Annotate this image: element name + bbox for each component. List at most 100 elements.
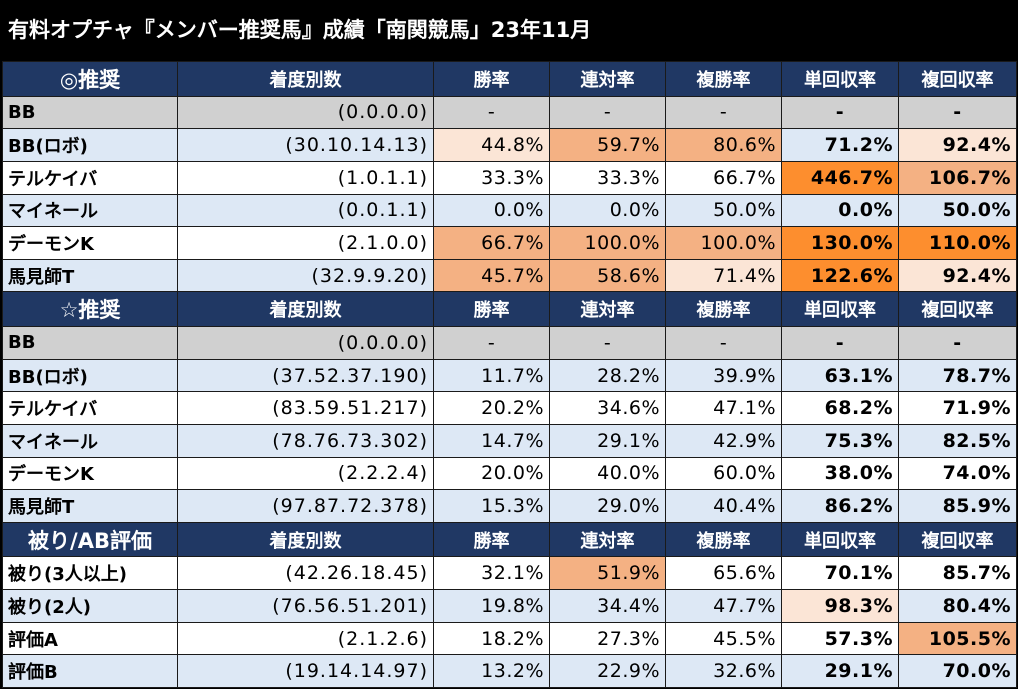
- table-row: デーモンK (2.2.2.4) 20.0% 40.0% 60.0% 38.0% 74.0%: [2, 456, 1017, 491]
- column-header: 複回収率: [898, 61, 1017, 97]
- row-name: 被り(2人): [2, 589, 178, 623]
- row-value: -: [549, 326, 666, 360]
- row-value: -: [549, 95, 666, 130]
- row-value: 65.6%: [665, 556, 782, 591]
- table-row: テルケイバ (83.59.51.217) 20.2% 34.6% 47.1% 68.2% 7…: [2, 391, 1017, 425]
- row-record: (32.9.9.20): [177, 258, 434, 293]
- row-value: 0.0%: [781, 193, 899, 228]
- row-value: 122.6%: [781, 258, 899, 293]
- row-record: (0.0.0.0): [177, 95, 434, 130]
- column-header: 連対率: [549, 291, 666, 328]
- row-value: 60.0%: [665, 456, 782, 491]
- row-record: (37.52.37.190): [177, 358, 434, 393]
- row-value: 59.7%: [549, 128, 666, 162]
- row-value: 14.7%: [433, 423, 550, 458]
- row-value: 105.5%: [898, 621, 1017, 656]
- row-value: 32.1%: [433, 556, 550, 591]
- table-row: 馬見師T (97.87.72.378) 15.3% 29.0% 40.4% 86.2% 85…: [2, 489, 1017, 523]
- row-value: 75.3%: [781, 423, 899, 458]
- row-value: -: [898, 95, 1017, 130]
- row-value: 47.7%: [665, 589, 782, 623]
- row-value: 446.7%: [781, 160, 899, 195]
- row-value: 45.5%: [665, 621, 782, 656]
- row-value: 28.2%: [549, 358, 666, 393]
- results-table-body: ◎推奨 着度別数 勝率 連対率 複勝率 単回収率 複回収率 BB (0.0.0.0) - - - - - B…: [2, 61, 1017, 688]
- row-value: -: [665, 326, 782, 360]
- row-value: 32.6%: [665, 654, 782, 688]
- column-header: 連対率: [549, 521, 666, 558]
- row-name: BB: [2, 326, 178, 360]
- row-value: 74.0%: [898, 456, 1017, 491]
- row-name: デーモンK: [2, 226, 178, 260]
- row-record: (19.14.14.97): [177, 654, 434, 688]
- table-row: 被り(3人以上) (42.26.18.45) 32.1% 51.9% 65.6% 70.1…: [2, 556, 1017, 591]
- row-value: 40.0%: [549, 456, 666, 491]
- row-value: 50.0%: [665, 193, 782, 228]
- row-name: BB(ロボ): [2, 358, 178, 393]
- row-value: 71.9%: [898, 391, 1017, 425]
- row-name: テルケイバ: [2, 391, 178, 425]
- row-record: (83.59.51.217): [177, 391, 434, 425]
- row-value: 106.7%: [898, 160, 1017, 195]
- row-value: 82.5%: [898, 423, 1017, 458]
- row-record: (0.0.1.1): [177, 193, 434, 228]
- table-row: BB(ロボ) (30.10.14.13) 44.8% 59.7% 80.6% 71.2% 9…: [2, 128, 1017, 162]
- row-value: 58.6%: [549, 258, 666, 293]
- row-value: 66.7%: [433, 226, 550, 260]
- section-header: 被り/AB評価 着度別数 勝率 連対率 複勝率 単回収率 複回収率: [2, 521, 1017, 558]
- row-value: -: [433, 95, 550, 130]
- table-row: 馬見師T (32.9.9.20) 45.7% 58.6% 71.4% 122.6% 92.4…: [2, 258, 1017, 293]
- row-name: 馬見師T: [2, 489, 178, 523]
- row-record: (97.87.72.378): [177, 489, 434, 523]
- table-row: マイネール (78.76.73.302) 14.7% 29.1% 42.9% 75.3% 8…: [2, 423, 1017, 458]
- row-value: 40.4%: [665, 489, 782, 523]
- row-value: 71.4%: [665, 258, 782, 293]
- row-value: -: [433, 326, 550, 360]
- row-value: 50.0%: [898, 193, 1017, 228]
- row-value: 13.2%: [433, 654, 550, 688]
- column-header: 勝率: [433, 61, 550, 97]
- row-value: -: [898, 326, 1017, 360]
- row-value: 34.4%: [549, 589, 666, 623]
- row-record: (2.1.0.0): [177, 226, 434, 260]
- row-value: 51.9%: [549, 556, 666, 591]
- table-row: 評価B (19.14.14.97) 13.2% 22.9% 32.6% 29.1% 70.0…: [2, 654, 1017, 688]
- row-value: 38.0%: [781, 456, 899, 491]
- column-header: 勝率: [433, 521, 550, 558]
- row-value: 85.9%: [898, 489, 1017, 523]
- row-value: 39.9%: [665, 358, 782, 393]
- row-value: 70.1%: [781, 556, 899, 591]
- row-value: 130.0%: [781, 226, 899, 260]
- row-value: 34.6%: [549, 391, 666, 425]
- page-title: 有料オプチャ『メンバー推奨馬』成績「南関競馬」23年11月: [0, 0, 1018, 60]
- row-record: (30.10.14.13): [177, 128, 434, 162]
- row-value: 27.3%: [549, 621, 666, 656]
- table-row: テルケイバ (1.0.1.1) 33.3% 33.3% 66.7% 446.7% 106.7…: [2, 160, 1017, 195]
- row-value: 92.4%: [898, 128, 1017, 162]
- column-header: 複勝率: [665, 61, 782, 97]
- results-table: ◎推奨 着度別数 勝率 連対率 複勝率 単回収率 複回収率 BB (0.0.0.0) - - - - - B…: [2, 61, 1017, 688]
- row-record: (1.0.1.1): [177, 160, 434, 195]
- table-row: デーモンK (2.1.0.0) 66.7% 100.0% 100.0% 130.0% 110…: [2, 226, 1017, 260]
- row-value: 68.2%: [781, 391, 899, 425]
- table-row: BB(ロボ) (37.52.37.190) 11.7% 28.2% 39.9% 63.1%…: [2, 358, 1017, 393]
- row-name: BB: [2, 95, 178, 130]
- column-header: 連対率: [549, 61, 666, 97]
- row-value: 57.3%: [781, 621, 899, 656]
- section-label: ◎推奨: [2, 61, 178, 97]
- column-header: 着度別数: [177, 291, 434, 328]
- section-header: ◎推奨 着度別数 勝率 連対率 複勝率 単回収率 複回収率: [2, 61, 1017, 97]
- row-record: (78.76.73.302): [177, 423, 434, 458]
- row-value: 71.2%: [781, 128, 899, 162]
- column-header: 複勝率: [665, 521, 782, 558]
- column-header: 複勝率: [665, 291, 782, 328]
- row-value: 20.2%: [433, 391, 550, 425]
- row-value: 29.0%: [549, 489, 666, 523]
- column-header: 複回収率: [898, 291, 1017, 328]
- row-value: 33.3%: [549, 160, 666, 195]
- row-record: (76.56.51.201): [177, 589, 434, 623]
- table-row: マイネール (0.0.1.1) 0.0% 0.0% 50.0% 0.0% 50.0%: [2, 193, 1017, 228]
- row-value: -: [781, 95, 899, 130]
- row-value: 33.3%: [433, 160, 550, 195]
- row-name: マイネール: [2, 193, 178, 228]
